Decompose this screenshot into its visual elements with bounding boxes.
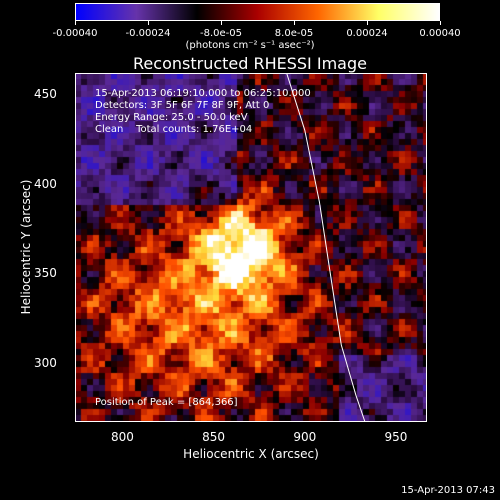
colorbar-tick-label: -0.00024 <box>125 28 171 39</box>
colorbar-tick-label: -8.0e-05 <box>200 28 242 39</box>
info-clean: Clean Total counts: 1.76E+04 <box>95 124 253 135</box>
x-tick-label: 950 <box>384 430 408 444</box>
colorbar-tick-mark <box>294 21 295 25</box>
colorbar-units: (photons cm⁻² s⁻¹ asec⁻²) <box>185 40 315 51</box>
colorbar-tick-mark <box>440 21 441 25</box>
chart-title: Reconstructed RHESSI Image <box>133 54 367 73</box>
heatmap-canvas <box>75 73 427 422</box>
info-time-range: 15-Apr-2013 06:19:10.000 to 06:25:10.000 <box>95 88 311 99</box>
x-tick-label: 850 <box>202 430 226 444</box>
y-tick-label: 300 <box>34 355 57 370</box>
limb-line <box>286 73 366 422</box>
colorbar-tick-mark <box>221 21 222 25</box>
y-tick-label: 350 <box>34 266 57 281</box>
limb-curve <box>286 73 366 422</box>
y-tick-label: 450 <box>34 87 57 102</box>
colorbar-tick-mark <box>75 21 76 25</box>
colorbar-tick-mark <box>148 21 149 25</box>
info-detectors: Detectors: 3F 5F 6F 7F 8F 9F, Att 0 <box>95 100 270 111</box>
colorbar <box>75 3 440 21</box>
colorbar-tick-label: 0.00040 <box>419 28 461 39</box>
colorbar-tick-label: -0.00040 <box>52 28 98 39</box>
y-tick-label: 400 <box>34 176 57 191</box>
colorbar-tick-mark <box>367 21 368 25</box>
info-energy: Energy Range: 25.0 - 50.0 keV <box>95 112 248 123</box>
info-peak: Position of Peak = [864,366] <box>95 397 238 408</box>
x-axis-label: Heliocentric X (arcsec) <box>183 447 319 461</box>
colorbar-tick-label: 8.0e-05 <box>274 28 314 39</box>
y-axis-label: Heliocentric Y (arcsec) <box>19 179 33 315</box>
x-tick-label: 800 <box>110 430 134 444</box>
colorbar-tick-label: 0.00024 <box>346 28 388 39</box>
x-tick-label: 900 <box>293 430 317 444</box>
timestamp: 15-Apr-2013 07:43 <box>401 485 495 496</box>
